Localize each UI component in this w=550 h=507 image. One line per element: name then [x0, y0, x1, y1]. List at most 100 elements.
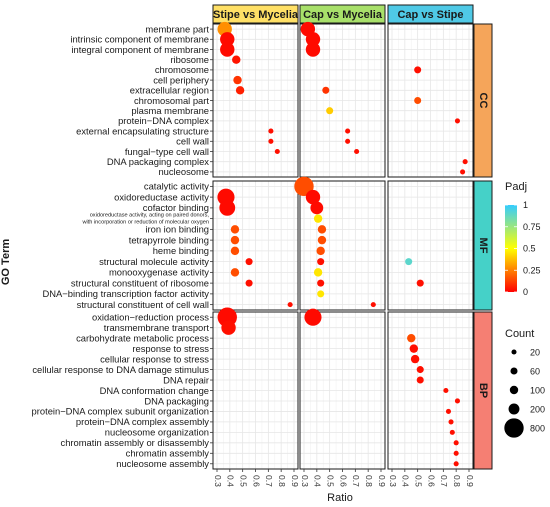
term-label: catalytic activity	[144, 181, 209, 192]
panel-stipe-vs-mycelia-bp	[212, 311, 299, 470]
data-point	[245, 258, 253, 266]
data-point	[294, 176, 314, 197]
data-point	[221, 320, 236, 335]
term-label: protein−DNA complex	[118, 115, 209, 126]
data-point	[317, 258, 325, 266]
term-label: iron ion binding	[145, 224, 209, 235]
x-tick-label: 0.7	[439, 475, 449, 487]
term-label: chromosomal part	[134, 95, 209, 106]
x-tick-label: 0.8	[277, 475, 287, 487]
x-axis-title: Ratio	[327, 492, 353, 504]
data-point	[354, 148, 360, 155]
data-point	[453, 461, 459, 467]
term-label: oxidation−reduction process	[92, 312, 209, 323]
data-point	[454, 398, 460, 404]
panel-cap-vs-mycelia-bp	[299, 311, 386, 470]
data-point	[414, 96, 422, 105]
term-label: integral component of membrane	[71, 44, 209, 55]
panel-cap-vs-stipe-bp	[387, 311, 474, 470]
data-point	[230, 235, 240, 245]
count-legend-dot	[509, 385, 519, 395]
data-point	[407, 333, 416, 343]
x-tick-label: 0.6	[426, 475, 436, 487]
padj-legend-tick: 0	[523, 287, 528, 297]
count-legend-label: 20	[530, 348, 540, 358]
data-point	[414, 66, 422, 74]
data-point	[233, 75, 242, 85]
count-size-legend: Count 20 60 100 200 800	[504, 328, 545, 438]
category-label-mf: MF	[477, 238, 489, 254]
data-point	[220, 32, 235, 47]
term-label: cell periphery	[153, 74, 209, 85]
data-point	[448, 419, 454, 425]
facet-label-cap-vs-stipe: Cap vs Stipe	[397, 9, 463, 21]
x-tick-label: 0.4	[401, 475, 411, 487]
data-point	[416, 366, 424, 374]
x-tick-label: 0.5	[325, 475, 335, 487]
data-point	[370, 302, 376, 308]
term-label: carbohydrate metabolic process	[76, 332, 209, 343]
term-label-line2: with incorporation or reduction of molec…	[81, 220, 209, 226]
term-label: cellular response to stress	[100, 353, 209, 364]
x-tick-label: 0.9	[290, 475, 300, 487]
facet-label-stipe-vs-mycelia: Stipe vs Mycelia	[213, 9, 299, 21]
term-label: cell wall	[176, 136, 209, 147]
data-point	[305, 42, 321, 57]
padj-color-legend: Padj 1 0.75 0.5 0.25 0	[505, 181, 541, 297]
padj-legend-title: Padj	[505, 181, 527, 193]
data-point	[230, 268, 240, 277]
count-legend-dot	[504, 418, 524, 438]
x-tick-label: 0.7	[264, 475, 274, 487]
term-label: DNA packaging complex	[107, 156, 209, 167]
data-point	[345, 138, 351, 144]
x-tick-label: 0.6	[251, 475, 261, 487]
data-point	[449, 429, 455, 435]
data-point	[287, 302, 293, 308]
padj-legend-tick: 1	[523, 200, 528, 210]
category-strip-bp	[473, 311, 493, 470]
term-label: DNA repair	[163, 374, 209, 385]
data-point	[317, 235, 327, 245]
x-tick-label: 0.4	[226, 475, 236, 487]
data-point	[305, 189, 321, 205]
count-legend-label: 60	[530, 367, 540, 377]
x-tick-label: 0.3	[213, 475, 223, 487]
term-label: cofactor binding	[143, 202, 209, 213]
term-label: DNA−binding transcription factor activit…	[43, 288, 210, 299]
facet-strip-cap-vs-mycelia	[299, 4, 386, 24]
data-point	[410, 354, 420, 364]
term-label: nucleosome assembly	[116, 458, 209, 469]
data-point	[317, 279, 325, 287]
data-point	[453, 450, 459, 456]
term-label: nucleosome organization	[105, 427, 209, 438]
data-point	[274, 148, 280, 155]
category-label-cc: CC	[477, 93, 489, 109]
term-label: cellular response to DNA damage stimulus	[32, 364, 209, 375]
term-label: oxidoreductase activity	[114, 191, 209, 202]
data-point	[313, 268, 323, 277]
term-label: response to stress	[132, 343, 209, 354]
data-point	[416, 376, 424, 384]
count-legend-label: 200	[530, 405, 545, 415]
data-point	[268, 138, 274, 144]
x-tick-label: 0.8	[364, 475, 374, 487]
data-point	[460, 169, 466, 175]
term-label: fungal−type cell wall	[125, 146, 209, 157]
x-tick-label: 0.9	[377, 475, 387, 487]
data-point	[453, 440, 459, 446]
count-legend-dot	[510, 367, 518, 375]
facet-label-cap-vs-mycelia: Cap vs Mycelia	[303, 9, 383, 21]
data-point	[443, 387, 449, 394]
data-point	[322, 86, 330, 94]
data-point	[268, 128, 274, 134]
x-tick-label: 0.4	[313, 475, 323, 487]
x-tick-label: 0.3	[388, 475, 398, 487]
count-legend-label: 100	[530, 386, 545, 396]
padj-legend-tick: 0.75	[523, 222, 541, 232]
data-point	[416, 279, 424, 287]
term-label: nucleosome	[158, 166, 209, 177]
term-label: heme binding	[153, 245, 209, 256]
data-point	[317, 225, 327, 234]
count-legend-dot	[511, 349, 517, 355]
padj-legend-tick: 0.25	[523, 265, 541, 275]
